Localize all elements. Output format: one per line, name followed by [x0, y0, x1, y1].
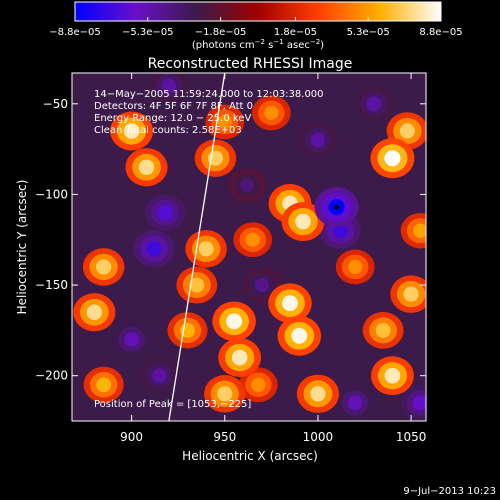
heatmap-blob-core — [96, 377, 112, 393]
x-tick-label: 1000 — [303, 430, 334, 444]
y-tick-label: −50 — [43, 97, 68, 111]
heatmap-blob-core — [240, 178, 255, 193]
heatmap-blob-core — [264, 105, 279, 121]
annotation-block: 14−May−2005 11:59:24.000 to 12:03:38.000… — [94, 89, 324, 136]
colorbar-ticks: −8.8e−05 −5.3e−05 −1.8e−05 1.8e−05 5.3e−05 8.… — [49, 17, 463, 38]
annotation-line: Detectors: 4F 5F 6F 7F 8F, Att 0 — [94, 101, 253, 112]
heatmap-blob-core — [157, 205, 173, 221]
heatmap-blob-core — [413, 395, 426, 411]
heatmap-blob-core — [146, 241, 162, 257]
heatmap-blob-core — [413, 223, 426, 238]
colorbar-tick-label: 1.8e−05 — [274, 27, 317, 38]
heatmap — [73, 73, 426, 421]
heatmap-blob-core — [231, 349, 248, 366]
heatmap-blob-core — [124, 332, 139, 347]
x-tick-label: 900 — [120, 430, 143, 444]
y-axis-label: Heliocentric Y (arcsec) — [15, 180, 29, 315]
heatmap-blob-core — [86, 304, 103, 320]
heatmap-blob-core — [96, 259, 112, 275]
y-tick-label: −150 — [35, 278, 68, 292]
heatmap-blob-core — [310, 132, 326, 148]
colorbar: −8.8e−05 −5.3e−05 −1.8e−05 1.8e−05 5.3e−05 8.… — [49, 1, 463, 51]
colorbar-strip — [74, 1, 442, 22]
colorbar-tick-label: −8.8e−05 — [49, 27, 101, 38]
heatmap-blob-core — [366, 96, 381, 111]
heatmap-blob-core — [347, 395, 363, 411]
heatmap-blob-core — [384, 150, 401, 167]
heatmap-blob-core — [161, 78, 177, 93]
y-tick-label: −100 — [35, 187, 68, 201]
colorbar-tick-label: 8.8e−05 — [419, 27, 462, 38]
x-tick-label: 1050 — [396, 430, 427, 444]
heatmap-blob-core — [189, 277, 205, 293]
heatmap-blob-core — [295, 213, 311, 230]
peak-marker — [334, 204, 340, 210]
annotation-line: Energy Range: 12.0 − 25.0 keV — [94, 113, 251, 124]
heatmap-blob-core — [310, 386, 326, 402]
heatmap-blob-core — [384, 367, 401, 384]
heatmap-blob-core — [217, 114, 232, 130]
y-tick-label: −200 — [35, 369, 68, 383]
colorbar-tick-label: −5.3e−05 — [122, 27, 174, 38]
heatmap-blob-core — [138, 159, 155, 175]
colorbar-tick-label: 5.3e−05 — [347, 27, 390, 38]
chart-title: Reconstructed RHESSI Image — [148, 56, 353, 72]
heatmap-blob-core — [282, 295, 298, 312]
heatmap-blob-core — [152, 368, 167, 383]
x-axis-ticks: 900 950 1000 1050 — [120, 73, 426, 444]
heatmap-blob-core — [403, 286, 419, 302]
colorbar-tick-label: −1.8e−05 — [195, 27, 247, 38]
heatmap-blob-core — [375, 322, 391, 338]
peak-position-label: Position of Peak = [1053,−225] — [94, 399, 251, 410]
heatmap-blob-core — [245, 232, 260, 247]
annotation-line: 14−May−2005 11:59:24.000 to 12:03:38.000 — [94, 89, 324, 100]
heatmap-blob-core — [251, 377, 266, 392]
x-tick-label: 950 — [213, 430, 236, 444]
heatmap-blob-core — [255, 278, 270, 293]
y-axis-ticks: −50 −100 −150 −200 — [35, 97, 426, 383]
annotation-line: Clean Total counts: 2.58E+03 — [94, 125, 242, 136]
limb-curve — [168, 73, 226, 421]
heatmap-blob-core — [226, 313, 243, 330]
heatmap-blob-core — [198, 241, 214, 257]
colorbar-units: (photons cm−2 s−1 asec−2) — [192, 38, 324, 51]
footer-timestamp: 9−Jul−2013 10:23 — [403, 486, 496, 497]
x-axis-label: Heliocentric X (arcsec) — [182, 449, 318, 463]
heatmap-blob-core — [123, 123, 140, 139]
heatmap-blob-core — [217, 386, 233, 402]
heatmap-blob-core — [348, 259, 363, 275]
plot-area — [72, 73, 426, 421]
heatmap-blob-core — [291, 327, 308, 344]
heatmap-blob-core — [399, 123, 415, 139]
plot-frame — [71, 72, 427, 422]
